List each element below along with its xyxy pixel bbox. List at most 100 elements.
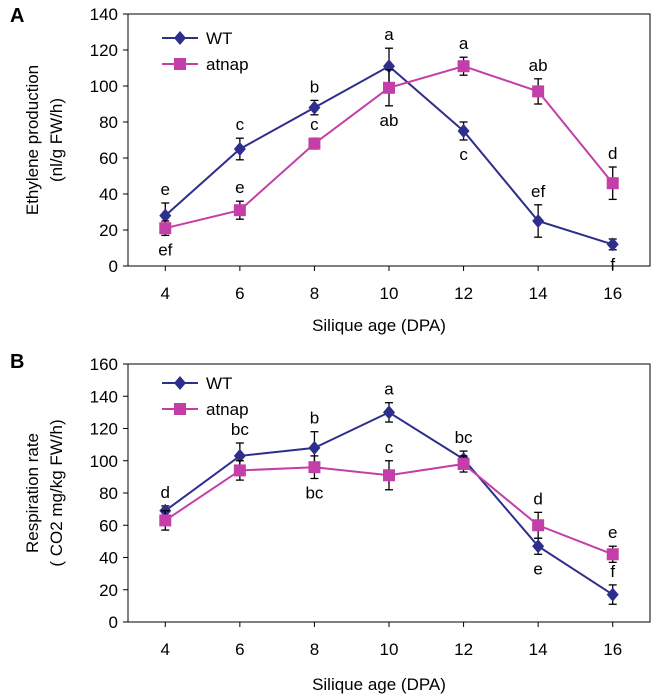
y-tick-label: 60 (99, 516, 118, 535)
significance-label: c (385, 438, 394, 457)
y-axis-title: Respiration rate (23, 433, 42, 553)
data-point (159, 514, 172, 527)
data-point (606, 587, 619, 602)
x-tick-label: 12 (454, 284, 473, 303)
x-tick-label: 14 (529, 640, 548, 659)
legend-label: WT (206, 374, 232, 393)
y-tick-label: 60 (99, 149, 118, 168)
significance-label: d (533, 489, 542, 508)
data-point (457, 60, 470, 73)
legend-marker (174, 58, 186, 70)
significance-label: c (310, 115, 319, 134)
data-point (457, 124, 470, 138)
x-tick-label: 14 (529, 284, 548, 303)
y-tick-label: 140 (90, 387, 118, 406)
x-tick-label: 8 (310, 640, 319, 659)
x-tick-label: 4 (161, 284, 170, 303)
x-tick-label: 10 (380, 640, 399, 659)
y-tick-label: 40 (99, 185, 118, 204)
series-atnap: ef e c ab a ab d (158, 34, 619, 259)
significance-label: f (610, 255, 615, 274)
x-tick-label: 16 (603, 284, 622, 303)
significance-label: e (533, 559, 542, 578)
significance-label: e (161, 180, 170, 199)
significance-label: ef (531, 182, 545, 201)
data-point (532, 85, 545, 98)
data-point (233, 142, 246, 156)
data-point (233, 464, 246, 477)
data-point (308, 461, 321, 474)
y-tick-label: 120 (90, 41, 118, 60)
legend-entry: atnap (162, 400, 249, 419)
y-tick-label: 20 (99, 221, 118, 240)
legend-marker (174, 403, 186, 415)
data-point (606, 548, 619, 561)
x-axis-title: Silique age (DPA) (312, 316, 446, 335)
y-axis-title: Ethylene production (23, 65, 42, 215)
x-tick-label: 4 (161, 640, 170, 659)
y-tick-label: 100 (90, 452, 118, 471)
y-tick-label: 140 (90, 5, 118, 24)
y-tick-label: 0 (109, 257, 118, 276)
significance-label: f (610, 562, 615, 581)
data-point (308, 440, 321, 455)
chart-panel-a: A 0 20 40 60 80 100 120 140 4 6 8 10 12 14 16 Silique ag… (10, 5, 651, 335)
significance-label: bc (455, 428, 473, 447)
significance-label: ab (380, 111, 399, 130)
y-axis-title: ( CO2 mg/kg FW/h) (47, 419, 66, 566)
data-point (383, 469, 395, 482)
y-axis-title: (nl/g FW/h) (47, 98, 66, 182)
significance-label: bc (231, 420, 249, 439)
y-tick-label: 20 (99, 581, 118, 600)
legend-marker (174, 376, 186, 390)
x-tick-label: 16 (603, 640, 622, 659)
x-tick-label: 6 (235, 284, 244, 303)
y-tick-label: 120 (90, 420, 118, 439)
x-tick-label: 12 (454, 640, 473, 659)
data-point (233, 204, 246, 217)
legend-label: atnap (206, 55, 249, 74)
significance-label: ef (158, 240, 172, 259)
legend-marker (174, 31, 186, 45)
y-tick-label: 100 (90, 77, 118, 96)
data-point (308, 137, 321, 150)
significance-label: a (459, 34, 469, 53)
x-tick-label: 6 (235, 640, 244, 659)
legend-entry: WT (162, 374, 232, 393)
series-atnap: bc c d e (159, 438, 619, 563)
significance-label: e (608, 523, 617, 542)
significance-label: d (608, 144, 617, 163)
significance-label: c (459, 145, 468, 164)
significance-label: ab (529, 56, 548, 75)
y-tick-label: 80 (99, 484, 118, 503)
data-point (606, 237, 619, 252)
legend-entry: atnap (162, 55, 249, 74)
chart-panel-b: B 0 20 40 60 80 100 120 140 160 4 6 8 10 12 14 16 Silique… (10, 351, 651, 694)
data-point (457, 457, 470, 470)
data-point (159, 222, 172, 235)
data-point (159, 208, 172, 223)
y-tick-label: 80 (99, 113, 118, 132)
data-point (233, 448, 246, 463)
data-point (532, 214, 545, 228)
panel-letter: A (10, 5, 24, 27)
x-tick-label: 10 (380, 284, 399, 303)
panel-letter: B (10, 351, 24, 373)
x-tick-label: 8 (310, 284, 319, 303)
significance-label: d (161, 483, 170, 502)
significance-label: b (310, 77, 319, 96)
data-point (532, 519, 545, 532)
significance-label: a (384, 25, 394, 44)
significance-label: c (236, 115, 245, 134)
data-point (383, 81, 395, 94)
data-point (308, 100, 321, 115)
legend-label: WT (206, 29, 232, 48)
data-point (383, 405, 395, 420)
x-axis-title: Silique age (DPA) (312, 675, 446, 694)
y-tick-label: 40 (99, 549, 118, 568)
significance-label: bc (305, 483, 323, 502)
significance-label: a (384, 380, 394, 399)
data-point (532, 539, 545, 554)
data-point (606, 177, 619, 190)
